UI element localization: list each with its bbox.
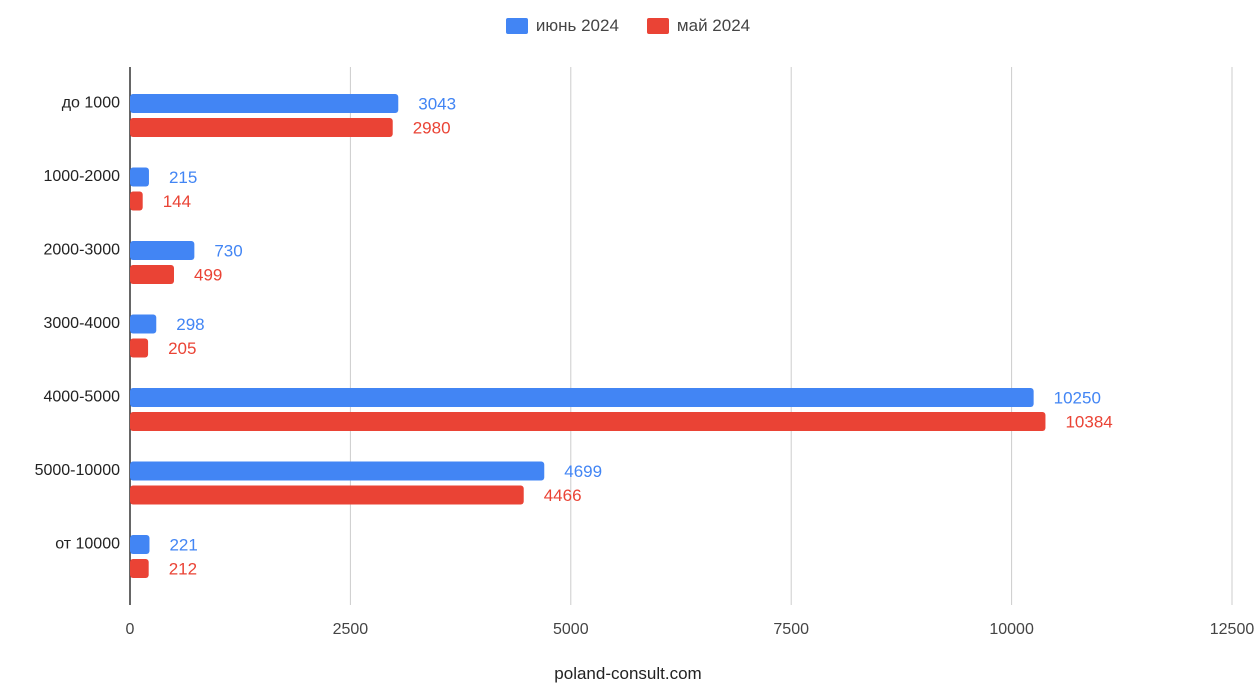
data-label: 205: [168, 339, 196, 358]
y-category-label: 4000-5000: [43, 389, 120, 406]
data-label: 3043: [418, 95, 456, 114]
bar: [130, 118, 393, 137]
y-category-label: от 10000: [55, 536, 120, 553]
data-label: 10384: [1065, 413, 1112, 432]
data-label: 212: [169, 560, 197, 579]
x-tick-label: 10000: [989, 621, 1034, 638]
data-label: 730: [214, 242, 242, 261]
x-tick-label: 0: [126, 621, 135, 638]
legend-swatch-may: [646, 18, 669, 34]
data-label: 221: [169, 536, 197, 555]
y-category-label: до 1000: [62, 95, 120, 112]
bar: [130, 485, 524, 505]
legend: июнь 2024 май 2024: [0, 12, 1256, 40]
data-label: 2980: [413, 119, 451, 138]
legend-item-may[interactable]: май 2024: [646, 16, 751, 36]
legend-swatch-june: [505, 18, 528, 34]
x-tick-label: 2500: [333, 621, 369, 638]
data-label: 10250: [1054, 389, 1101, 408]
bar: [130, 241, 195, 260]
data-label: 144: [163, 192, 191, 211]
bar: [130, 265, 174, 284]
y-category-label: 3000-4000: [43, 315, 120, 332]
bar: [130, 314, 157, 334]
source-caption: poland-consult.com: [554, 664, 702, 683]
bar: [130, 388, 1034, 407]
data-label: 298: [176, 315, 204, 334]
y-category-label: 2000-3000: [43, 242, 120, 259]
data-label: 4699: [564, 462, 602, 481]
x-tick-label: 5000: [553, 621, 589, 638]
legend-item-june[interactable]: июнь 2024: [505, 16, 619, 36]
bar: [130, 167, 149, 187]
bar: [130, 412, 1046, 431]
bar: [130, 559, 149, 578]
y-category-label: 1000-2000: [43, 168, 120, 185]
x-tick-label: 7500: [773, 621, 809, 638]
legend-label-may: май 2024: [676, 16, 751, 35]
bar: [130, 94, 399, 113]
y-category-label: 5000-10000: [35, 462, 121, 479]
bar: [130, 535, 150, 554]
data-label: 4466: [544, 486, 582, 505]
bar: [130, 461, 545, 481]
data-label: 499: [194, 266, 222, 285]
x-tick-label: 12500: [1210, 621, 1255, 638]
legend-label-june: июнь 2024: [535, 16, 619, 35]
data-label: 215: [169, 168, 197, 187]
bar: [130, 191, 143, 211]
bar: [130, 338, 149, 358]
